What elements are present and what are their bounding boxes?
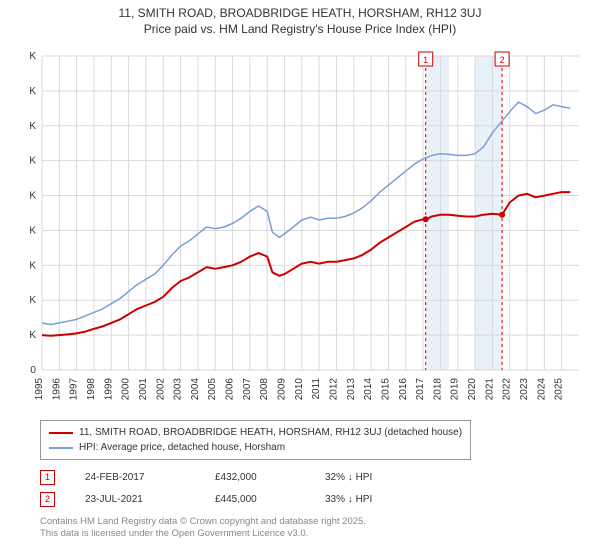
svg-text:2005: 2005 — [207, 378, 218, 401]
svg-text:£700K: £700K — [30, 121, 36, 132]
svg-text:£400K: £400K — [30, 225, 36, 236]
svg-text:1996: 1996 — [51, 378, 62, 401]
marker-date: 23-JUL-2021 — [85, 494, 185, 505]
svg-text:£200K: £200K — [30, 295, 36, 306]
marker-price: £445,000 — [215, 494, 295, 505]
svg-text:2023: 2023 — [519, 378, 530, 401]
svg-text:2017: 2017 — [415, 378, 426, 401]
svg-text:2025: 2025 — [554, 378, 565, 401]
svg-text:2013: 2013 — [346, 378, 357, 401]
marker-diff: 32% ↓ HPI — [325, 472, 415, 483]
svg-text:2021: 2021 — [484, 378, 495, 401]
svg-text:1995: 1995 — [34, 378, 45, 401]
svg-text:1: 1 — [423, 55, 428, 65]
footer: Contains HM Land Registry data © Crown c… — [40, 516, 366, 541]
marker-diff: 33% ↓ HPI — [325, 494, 415, 505]
legend-label: HPI: Average price, detached house, Hors… — [79, 440, 285, 455]
svg-text:2012: 2012 — [328, 378, 339, 401]
svg-text:2006: 2006 — [225, 378, 236, 401]
marker-row: 1 24-FEB-2017 £432,000 32% ↓ HPI — [40, 466, 415, 488]
legend-swatch — [49, 432, 73, 434]
svg-text:2003: 2003 — [173, 378, 184, 401]
marker-date: 24-FEB-2017 — [85, 472, 185, 483]
svg-text:£0: £0 — [30, 365, 36, 376]
svg-text:2011: 2011 — [311, 378, 322, 400]
chart-subtitle: Price paid vs. HM Land Registry's House … — [0, 22, 600, 36]
marker-row: 2 23-JUL-2021 £445,000 33% ↓ HPI — [40, 488, 415, 510]
svg-text:2014: 2014 — [363, 378, 374, 401]
svg-text:2007: 2007 — [242, 378, 253, 401]
plot-area: £0 £100K £200K £300K £400K £500K £600K £700K £80… — [30, 50, 585, 410]
legend-item: HPI: Average price, detached house, Hors… — [49, 440, 462, 455]
svg-text:£300K: £300K — [30, 260, 36, 271]
markers-table: 1 24-FEB-2017 £432,000 32% ↓ HPI 2 23-JU… — [40, 466, 415, 510]
footer-line: This data is licensed under the Open Gov… — [40, 528, 366, 540]
svg-text:2010: 2010 — [294, 378, 305, 401]
legend: 11, SMITH ROAD, BROADBRIDGE HEATH, HORSH… — [40, 420, 471, 460]
svg-text:2000: 2000 — [121, 378, 132, 401]
legend-swatch — [49, 447, 73, 449]
legend-item: 11, SMITH ROAD, BROADBRIDGE HEATH, HORSH… — [49, 425, 462, 440]
svg-text:2018: 2018 — [432, 378, 443, 401]
svg-text:£100K: £100K — [30, 330, 36, 341]
svg-text:2: 2 — [500, 55, 505, 65]
svg-text:2004: 2004 — [190, 378, 201, 401]
legend-label: 11, SMITH ROAD, BROADBRIDGE HEATH, HORSH… — [79, 425, 462, 440]
svg-text:£500K: £500K — [30, 191, 36, 202]
marker-badge: 2 — [40, 492, 55, 507]
svg-text:2015: 2015 — [380, 378, 391, 401]
svg-text:2019: 2019 — [450, 378, 461, 401]
svg-text:2001: 2001 — [138, 378, 149, 401]
marker-price: £432,000 — [215, 472, 295, 483]
svg-text:2002: 2002 — [155, 378, 166, 401]
svg-text:2016: 2016 — [398, 378, 409, 401]
svg-text:1998: 1998 — [86, 378, 97, 401]
svg-text:1997: 1997 — [69, 378, 80, 401]
svg-text:£800K: £800K — [30, 86, 36, 97]
svg-text:2008: 2008 — [259, 378, 270, 401]
chart-titles: 11, SMITH ROAD, BROADBRIDGE HEATH, HORSH… — [0, 0, 600, 36]
marker-badge: 1 — [40, 470, 55, 485]
chart-title: 11, SMITH ROAD, BROADBRIDGE HEATH, HORSH… — [0, 6, 600, 20]
svg-text:1999: 1999 — [103, 378, 114, 401]
svg-text:£900K: £900K — [30, 51, 36, 62]
svg-text:2020: 2020 — [467, 378, 478, 401]
svg-text:2022: 2022 — [502, 378, 513, 401]
chart-container: 11, SMITH ROAD, BROADBRIDGE HEATH, HORSH… — [0, 0, 600, 560]
chart-svg: £0 £100K £200K £300K £400K £500K £600K £700K £80… — [30, 50, 585, 410]
svg-text:2024: 2024 — [536, 378, 547, 401]
footer-line: Contains HM Land Registry data © Crown c… — [40, 516, 366, 528]
svg-text:2009: 2009 — [277, 378, 288, 401]
svg-text:£600K: £600K — [30, 156, 36, 167]
